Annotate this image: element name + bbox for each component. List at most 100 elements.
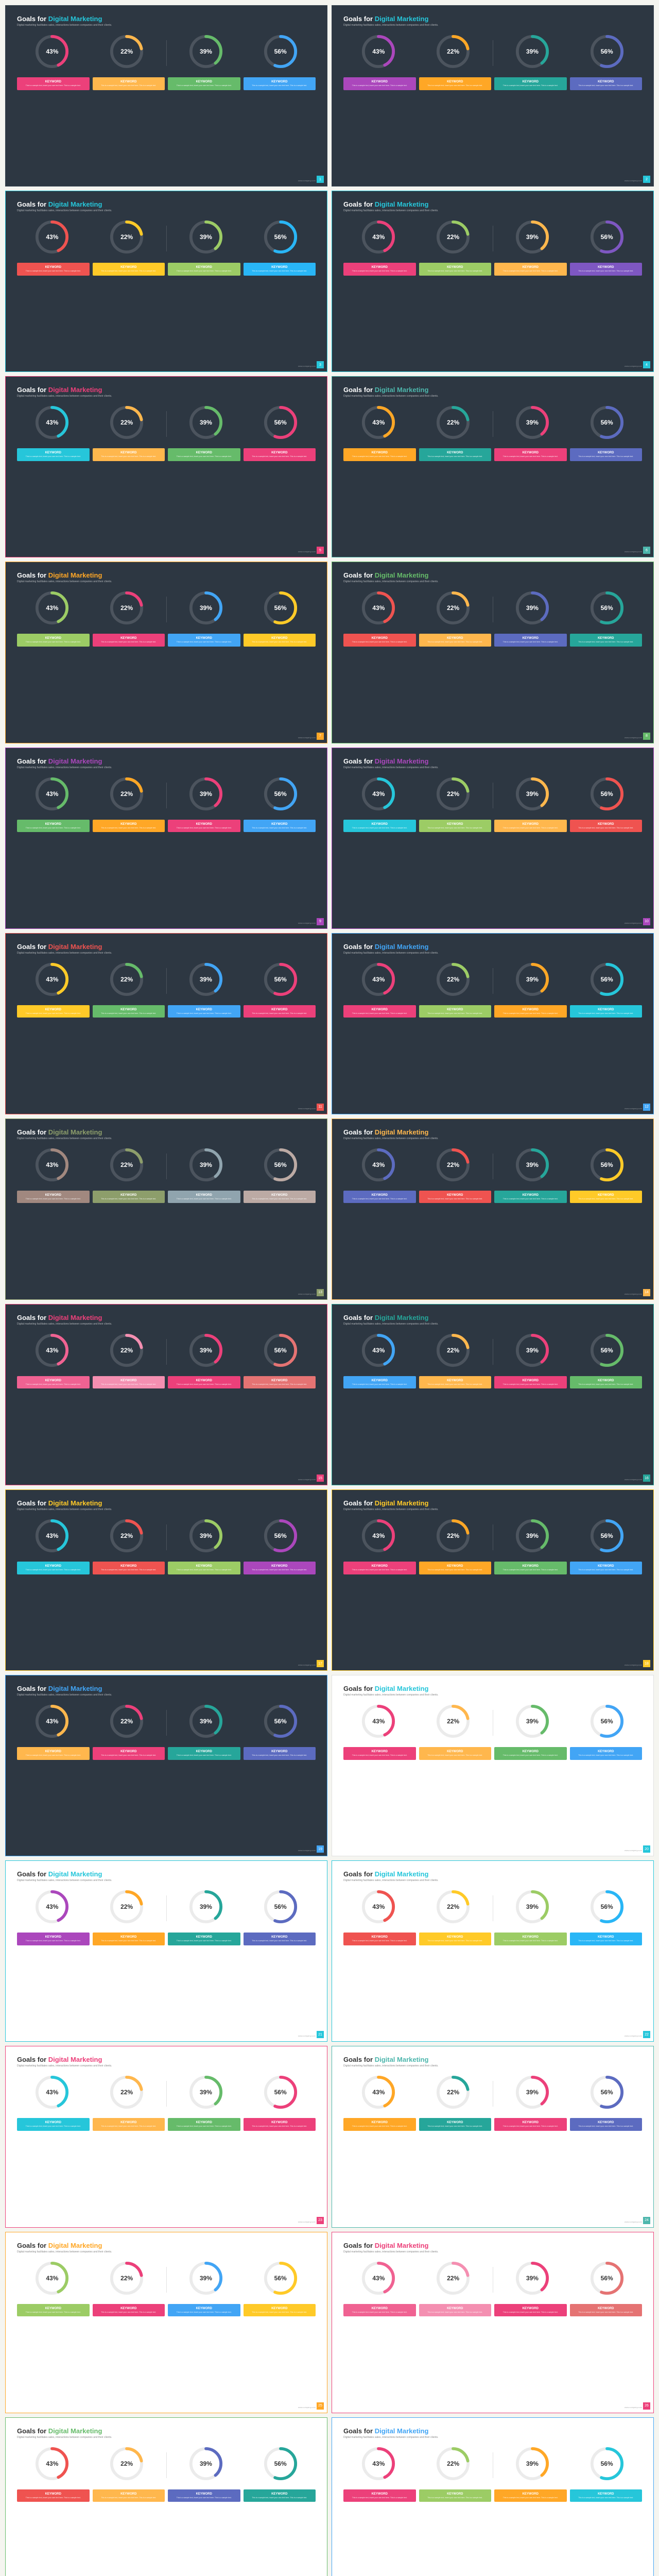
keyword-box: KEYWORDThis is a sample text, insert you… [168, 1747, 240, 1760]
slide-subtitle: Digital marketing facilitates sales, int… [343, 1137, 642, 1140]
percent-label: 43% [372, 2089, 385, 2096]
box-title: KEYWORD [421, 2493, 490, 2496]
page-number: 6 [643, 547, 650, 554]
box-text: This is a sample text, insert your own t… [345, 84, 414, 87]
box-text: This is a sample text, insert your own t… [345, 2311, 414, 2314]
box-text: This is a sample text, insert your own t… [345, 1012, 414, 1015]
page-number: 3 [317, 361, 324, 368]
slide-subtitle: Digital marketing facilitates sales, int… [17, 1879, 316, 1882]
keyword-box: KEYWORDThis is a sample text, insert you… [244, 1562, 316, 1574]
box-title: KEYWORD [19, 266, 88, 269]
keyword-box: KEYWORDThis is a sample text, insert you… [494, 820, 567, 833]
box-title: KEYWORD [496, 823, 565, 826]
keyword-box: KEYWORDThis is a sample text, insert you… [343, 1005, 416, 1018]
percent-label: 39% [200, 233, 212, 241]
box-text: This is a sample text, insert your own t… [421, 1198, 490, 1200]
divider [166, 597, 167, 622]
keyword-box: KEYWORDThis is a sample text, insert you… [494, 1191, 567, 1204]
keyword-box: KEYWORDThis is a sample text, insert you… [93, 2304, 165, 2317]
percent-label: 43% [46, 48, 58, 55]
box-title: KEYWORD [246, 1565, 314, 1568]
footer-url: www.company.com [625, 1849, 642, 1852]
box-title: KEYWORD [496, 2121, 565, 2124]
percent-label: 56% [601, 1718, 613, 1725]
donut-chart: 39% [497, 219, 568, 258]
donut-chart: 43% [343, 1333, 414, 1371]
box-title: KEYWORD [95, 823, 163, 826]
percent-label: 56% [601, 48, 613, 55]
percent-label: 39% [200, 604, 212, 612]
percent-label: 43% [46, 419, 58, 426]
box-text: This is a sample text, insert your own t… [170, 2311, 238, 2314]
slide-subtitle: Digital marketing facilitates sales, int… [343, 1323, 642, 1326]
slide: Goals for Digital MarketingDigital marke… [5, 191, 327, 372]
percent-label: 56% [274, 790, 287, 798]
box-text: This is a sample text, insert your own t… [572, 1198, 640, 1200]
box-title: KEYWORD [246, 823, 314, 826]
box-title: KEYWORD [19, 2493, 88, 2496]
slide-title: Goals for Digital Marketing [343, 1314, 642, 1321]
donut-chart: 43% [17, 1147, 88, 1185]
box-title: KEYWORD [19, 823, 88, 826]
donut-chart: 22% [92, 776, 162, 815]
box-text: This is a sample text, insert your own t… [496, 2311, 565, 2314]
donut-chart: 22% [92, 219, 162, 258]
keyword-box: KEYWORDThis is a sample text, insert you… [244, 1005, 316, 1018]
box-title: KEYWORD [345, 637, 414, 640]
slide-title: Goals for Digital Marketing [17, 1128, 316, 1136]
box-text: This is a sample text, insert your own t… [246, 2125, 314, 2128]
box-text: This is a sample text, insert your own t… [345, 455, 414, 458]
divider [166, 411, 167, 437]
donut-chart: 22% [92, 405, 162, 443]
box-text: This is a sample text, insert your own t… [496, 1383, 565, 1386]
box-title: KEYWORD [572, 80, 640, 83]
percent-label: 39% [526, 604, 539, 612]
footer-url: www.company.com [298, 179, 316, 182]
keyword-box: KEYWORDThis is a sample text, insert you… [419, 2304, 492, 2317]
keyword-box: KEYWORDThis is a sample text, insert you… [494, 634, 567, 647]
donut-chart: 43% [343, 590, 414, 629]
donut-chart: 22% [418, 1147, 489, 1185]
box-title: KEYWORD [421, 823, 490, 826]
keyword-box: KEYWORDThis is a sample text, insert you… [244, 2118, 316, 2131]
percent-label: 39% [526, 419, 539, 426]
donut-chart: 43% [343, 2446, 414, 2484]
donut-chart: 39% [497, 962, 568, 1000]
box-text: This is a sample text, insert your own t… [345, 1754, 414, 1757]
donut-chart: 22% [418, 2261, 489, 2299]
footer-url: www.company.com [298, 550, 316, 553]
slide: Goals for Digital MarketingDigital marke… [5, 2417, 327, 2576]
box-text: This is a sample text, insert your own t… [572, 1754, 640, 1757]
slide-subtitle: Digital marketing facilitates sales, int… [343, 24, 642, 27]
page-number: 26 [643, 2402, 650, 2410]
footer-url: www.company.com [625, 736, 642, 739]
box-text: This is a sample text, insert your own t… [19, 641, 88, 643]
box-title: KEYWORD [572, 2493, 640, 2496]
slide-subtitle: Digital marketing facilitates sales, int… [17, 1323, 316, 1326]
percent-label: 22% [447, 2460, 459, 2467]
donut-chart: 43% [17, 1518, 88, 1556]
keyword-box: KEYWORDThis is a sample text, insert you… [244, 2304, 316, 2317]
box-text: This is a sample text, insert your own t… [572, 827, 640, 829]
percent-label: 43% [46, 2460, 58, 2467]
donut-chart: 39% [171, 962, 241, 1000]
box-text: This is a sample text, insert your own t… [421, 2497, 490, 2499]
percent-label: 39% [526, 1903, 539, 1910]
percent-label: 43% [46, 604, 58, 612]
donut-chart: 43% [343, 34, 414, 72]
keyword-box: KEYWORDThis is a sample text, insert you… [343, 1191, 416, 1204]
box-text: This is a sample text, insert your own t… [572, 1383, 640, 1386]
box-title: KEYWORD [19, 1194, 88, 1197]
footer-url: www.company.com [625, 2406, 642, 2409]
box-title: KEYWORD [572, 1750, 640, 1753]
keyword-box: KEYWORDThis is a sample text, insert you… [17, 1562, 90, 1574]
slide-title: Goals for Digital Marketing [17, 2056, 316, 2063]
box-text: This is a sample text, insert your own t… [496, 1198, 565, 1200]
percent-label: 39% [200, 2089, 212, 2096]
percent-label: 56% [274, 1532, 287, 1539]
percent-label: 56% [601, 1161, 613, 1168]
slide: Goals for Digital MarketingDigital marke… [332, 376, 654, 557]
box-text: This is a sample text, insert your own t… [170, 827, 238, 829]
percent-label: 56% [274, 419, 287, 426]
donut-chart: 39% [497, 2446, 568, 2484]
